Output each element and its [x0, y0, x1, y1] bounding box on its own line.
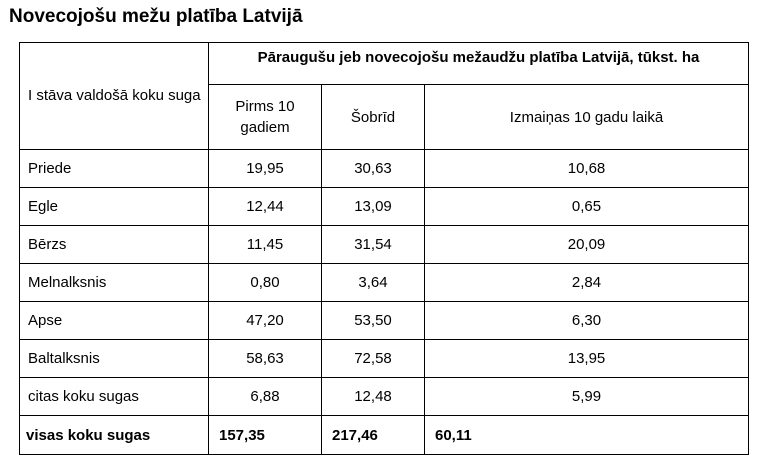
before-cell: 11,45: [208, 225, 322, 264]
change-cell: 13,95: [423, 339, 750, 378]
species-cell: Bērzs: [19, 225, 209, 264]
table-row: Baltalksnis 58,63 72,58 13,95: [19, 339, 750, 378]
total-change-cell: 60,11: [423, 415, 750, 455]
species-column-header: I stāva valdošā koku suga: [19, 42, 209, 150]
now-cell: 3,64: [321, 263, 425, 302]
species-cell: Egle: [19, 187, 209, 226]
now-cell: 12,48: [321, 377, 425, 416]
now-cell: 30,63: [321, 149, 425, 188]
species-cell: Priede: [19, 149, 209, 188]
before-cell: 6,88: [208, 377, 322, 416]
table-row: Priede 19,95 30,63 10,68: [19, 149, 750, 188]
species-cell: Apse: [19, 301, 209, 340]
now-cell: 53,50: [321, 301, 425, 340]
table-subheader-row: Pirms 10 gadiem Šobrīd Izmaiņas 10 gadu …: [20, 84, 750, 150]
change-cell: 5,99: [423, 377, 750, 416]
before-cell: 19,95: [208, 149, 322, 188]
total-row: visas koku sugas 157,35 217,46 60,11: [19, 415, 750, 455]
change-cell: 6,30: [423, 301, 750, 340]
before-cell: 0,80: [208, 263, 322, 302]
change-column-header: Izmaiņas 10 gadu laikā: [423, 84, 750, 150]
table-row: Bērzs 11,45 31,54 20,09: [19, 225, 750, 264]
before-column-header: Pirms 10 gadiem: [208, 84, 322, 150]
table-header-row: I stāva valdošā koku suga Pāraugušu jeb …: [19, 42, 750, 150]
change-cell: 0,65: [423, 187, 750, 226]
table-row: Egle 12,44 13,09 0,65: [19, 187, 750, 226]
total-now-cell: 217,46: [321, 415, 425, 455]
total-before-cell: 157,35: [208, 415, 322, 455]
now-cell: 31,54: [321, 225, 425, 264]
area-group-header: Pāraugušu jeb novecojošu mežaudžu platīb…: [207, 42, 750, 85]
before-cell: 12,44: [208, 187, 322, 226]
table-row: citas koku sugas 6,88 12,48 5,99: [19, 377, 750, 416]
change-cell: 10,68: [423, 149, 750, 188]
species-cell: Melnalksnis: [19, 263, 209, 302]
total-label-cell: visas koku sugas: [19, 415, 209, 455]
change-cell: 20,09: [423, 225, 750, 264]
before-cell: 58,63: [208, 339, 322, 378]
now-cell: 72,58: [321, 339, 425, 378]
table-row: Apse 47,20 53,50 6,30: [19, 301, 750, 340]
now-cell: 13,09: [321, 187, 425, 226]
change-cell: 2,84: [423, 263, 750, 302]
page-title: Novecojošu mežu platība Latvijā: [9, 6, 303, 27]
now-column-header: Šobrīd: [321, 84, 425, 150]
table-row: Melnalksnis 0,80 3,64 2,84: [19, 263, 750, 302]
before-cell: 47,20: [208, 301, 322, 340]
species-cell: Baltalksnis: [19, 339, 209, 378]
forest-area-table: I stāva valdošā koku suga Pāraugušu jeb …: [19, 42, 750, 455]
species-cell: citas koku sugas: [19, 377, 209, 416]
